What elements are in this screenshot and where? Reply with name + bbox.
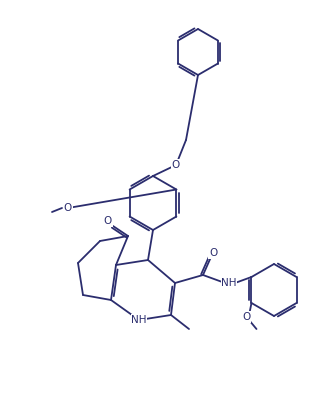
Text: O: O: [172, 160, 180, 170]
Text: O: O: [209, 248, 217, 258]
Text: NH: NH: [131, 315, 147, 325]
Text: O: O: [243, 312, 251, 322]
Text: NH: NH: [221, 278, 237, 288]
Text: O: O: [64, 203, 72, 213]
Text: O: O: [104, 216, 112, 226]
